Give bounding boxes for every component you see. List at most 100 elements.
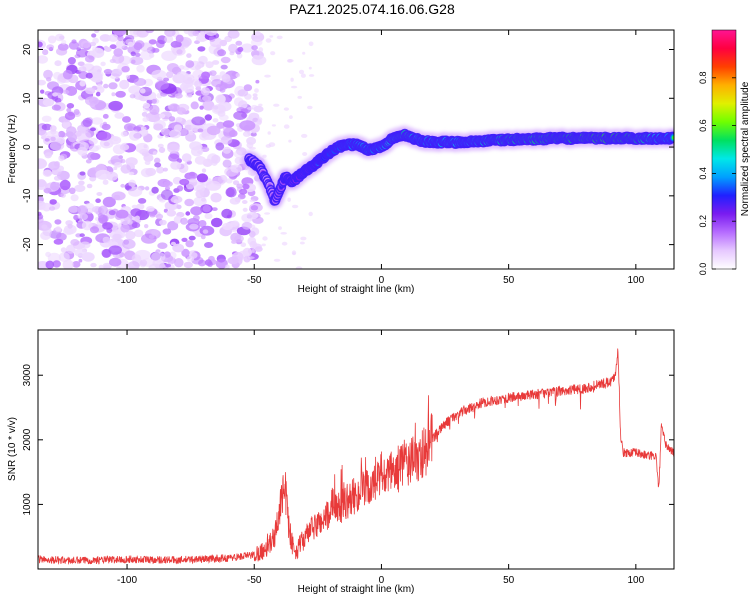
- noise-blob: [211, 154, 221, 164]
- noise-blob: [160, 128, 171, 136]
- noise-blob: [289, 115, 293, 119]
- snr-ylabel: SNR (10 * v/v): [7, 417, 18, 481]
- noise-blob: [308, 211, 313, 217]
- noise-blob: [251, 45, 258, 51]
- noise-blob: [237, 46, 244, 53]
- noise-blob: [59, 35, 65, 40]
- noise-blob: [38, 158, 47, 169]
- noise-blob: [174, 258, 184, 268]
- noise-blob: [135, 142, 149, 154]
- noise-blob: [287, 59, 294, 63]
- noise-blob: [128, 171, 135, 176]
- noise-blob: [302, 51, 306, 55]
- noise-blob: [46, 44, 55, 50]
- noise-blob: [38, 79, 46, 86]
- spectrogram-ylabel: Frequency (Hz): [7, 115, 18, 184]
- noise-blob: [168, 103, 180, 112]
- noise-blob: [86, 183, 93, 189]
- noise-blob: [163, 251, 171, 258]
- noise-blob: [155, 213, 164, 220]
- noise-blob: [253, 105, 264, 113]
- x-tick-label: -50: [247, 575, 262, 586]
- noise-blob: [153, 123, 164, 131]
- noise-blob: [46, 130, 60, 139]
- noise-blob: [188, 131, 194, 136]
- noise-blob: [100, 61, 106, 67]
- noise-blob: [195, 189, 204, 199]
- noise-blob: [145, 30, 154, 34]
- noise-blob: [204, 259, 212, 266]
- noise-blob: [72, 261, 81, 268]
- noise-blob: [200, 87, 211, 96]
- noise-blob: [265, 38, 272, 43]
- noise-blob: [95, 91, 101, 97]
- noise-blob: [79, 142, 89, 151]
- noise-blob: [236, 183, 244, 189]
- noise-blob: [107, 135, 122, 145]
- noise-blob: [82, 63, 95, 72]
- noise-blob: [149, 213, 156, 218]
- noise-blob: [97, 213, 104, 219]
- noise-blob: [77, 61, 85, 67]
- noise-blob: [181, 248, 190, 257]
- noise-blob: [249, 240, 258, 249]
- noise-blob: [191, 116, 206, 126]
- noise-blob: [158, 147, 166, 153]
- noise-blob: [198, 220, 207, 228]
- noise-blob: [164, 30, 176, 37]
- noise-blob: [69, 187, 76, 195]
- ridge-core: [244, 128, 674, 206]
- noise-blob: [142, 106, 150, 113]
- snr-xlabel: Height of straight line (km): [298, 584, 415, 595]
- noise-blob: [50, 181, 61, 191]
- noise-blob: [146, 111, 161, 123]
- noise-blob: [193, 214, 200, 222]
- noise-blob: [109, 257, 122, 267]
- noise-blob: [173, 215, 183, 224]
- noise-blob: [87, 152, 97, 161]
- noise-blob: [297, 95, 303, 99]
- noise-blob: [166, 71, 174, 79]
- noise-blob: [182, 84, 194, 93]
- noise-blob: [254, 31, 261, 36]
- noise-blob: [240, 242, 247, 247]
- noise-blob: [95, 145, 102, 150]
- noise-blob: [136, 64, 145, 73]
- noise-blob: [264, 74, 271, 78]
- noise-blob: [102, 222, 113, 230]
- noise-blob: [198, 55, 208, 65]
- noise-blob: [70, 194, 79, 202]
- noise-blob: [165, 263, 172, 268]
- noise-blob: [44, 138, 50, 142]
- noise-blob: [62, 227, 74, 236]
- noise-blob: [98, 264, 104, 269]
- noise-blob: [114, 162, 123, 168]
- noise-blob: [252, 93, 258, 97]
- noise-blob: [202, 204, 211, 213]
- noise-blob: [38, 205, 46, 211]
- noise-blob: [125, 74, 131, 80]
- noise-blob: [230, 164, 243, 173]
- noise-blob: [235, 40, 243, 46]
- noise-blob: [101, 123, 111, 131]
- snr-x-ticks: -100 -50 0 50 100: [117, 330, 645, 586]
- noise-blob: [62, 69, 73, 80]
- noise-blob: [167, 220, 179, 231]
- noise-blob: [226, 186, 237, 198]
- noise-blob: [189, 171, 196, 177]
- noise-blob: [189, 252, 198, 259]
- noise-blob: [291, 85, 298, 89]
- noise-blob: [134, 249, 151, 261]
- noise-blob: [152, 151, 158, 155]
- noise-blob: [299, 241, 305, 245]
- noise-blob: [152, 48, 160, 53]
- noise-blob: [231, 240, 237, 244]
- noise-blob: [192, 30, 199, 37]
- noise-blob: [229, 130, 238, 137]
- noise-blob: [252, 54, 259, 59]
- noise-blob: [77, 213, 89, 221]
- noise-blob: [112, 30, 127, 36]
- noise-blob: [45, 260, 55, 269]
- noise-blob: [94, 30, 100, 33]
- noise-blob: [139, 88, 146, 94]
